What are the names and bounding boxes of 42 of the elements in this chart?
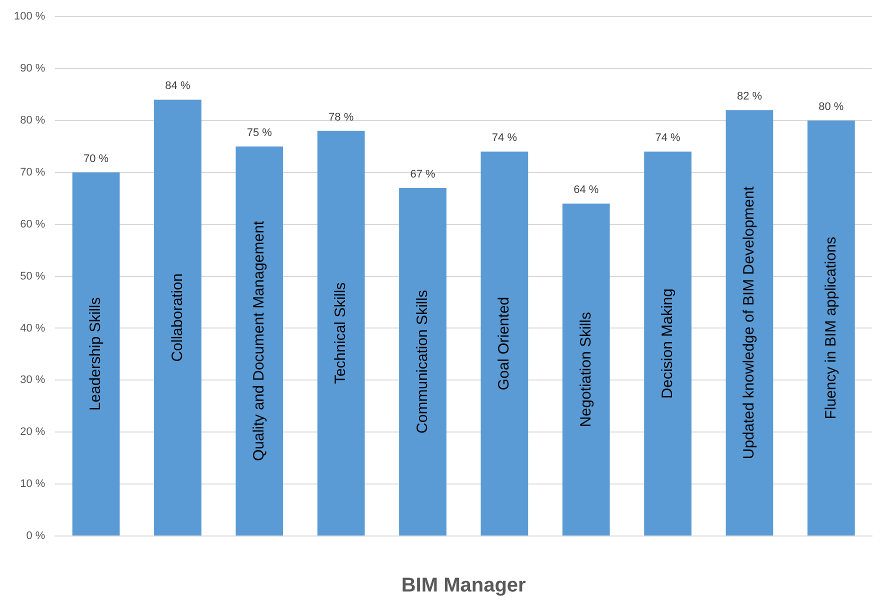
- bar: [154, 100, 202, 536]
- x-axis-title: BIM Manager: [401, 574, 526, 597]
- x-tick-label: Communication Skills: [414, 290, 431, 434]
- data-label: 78 %: [328, 111, 354, 124]
- y-tick-label: 30 %: [20, 374, 46, 386]
- y-tick-label: 20 %: [20, 426, 46, 438]
- y-tick-label: 0 %: [26, 530, 46, 542]
- x-tick-label: Decision Making: [658, 288, 676, 399]
- data-label: 74 %: [655, 132, 681, 144]
- x-tick-label: Goal Oriented: [496, 296, 513, 390]
- x-tick-label: Quality and Document Management: [250, 220, 268, 462]
- y-tick-label: 80 %: [20, 114, 46, 127]
- x-tick-label: Leadership Skills: [87, 297, 104, 411]
- bar: [807, 120, 855, 536]
- bar: [72, 172, 120, 536]
- data-label: 84 %: [165, 80, 190, 92]
- y-tick-label: 90 %: [20, 62, 46, 75]
- data-label: 80 %: [818, 101, 844, 114]
- y-tick-label: 60 %: [20, 218, 46, 230]
- data-label: 82 %: [736, 90, 762, 103]
- bar: [399, 188, 446, 536]
- bar: [726, 110, 774, 536]
- y-tick-label: 10 %: [20, 478, 46, 490]
- data-label: 75 %: [246, 126, 272, 139]
- y-tick-label: 70 %: [20, 166, 46, 178]
- bar: [562, 204, 610, 536]
- y-tick-label: 40 %: [20, 322, 46, 334]
- x-tick-label: Negotiation Skills: [577, 312, 594, 428]
- bar: [236, 146, 284, 536]
- bar: [317, 130, 365, 536]
- bar: [644, 152, 692, 536]
- data-label: 64 %: [574, 184, 599, 196]
- y-tick-label: 100 %: [14, 10, 46, 23]
- x-tick-label: Technical Skills: [332, 282, 350, 384]
- y-tick-label: 50 %: [20, 270, 46, 282]
- data-label: 70 %: [83, 152, 109, 165]
- data-label: 74 %: [492, 132, 518, 144]
- x-tick-label: Collaboration: [168, 273, 186, 362]
- x-tick-label: Updated knowledge of BIM Development: [740, 186, 758, 460]
- x-tick-label: Fluency in BIM applications: [822, 236, 840, 420]
- bar: [480, 152, 528, 536]
- data-label: 67 %: [410, 168, 436, 181]
